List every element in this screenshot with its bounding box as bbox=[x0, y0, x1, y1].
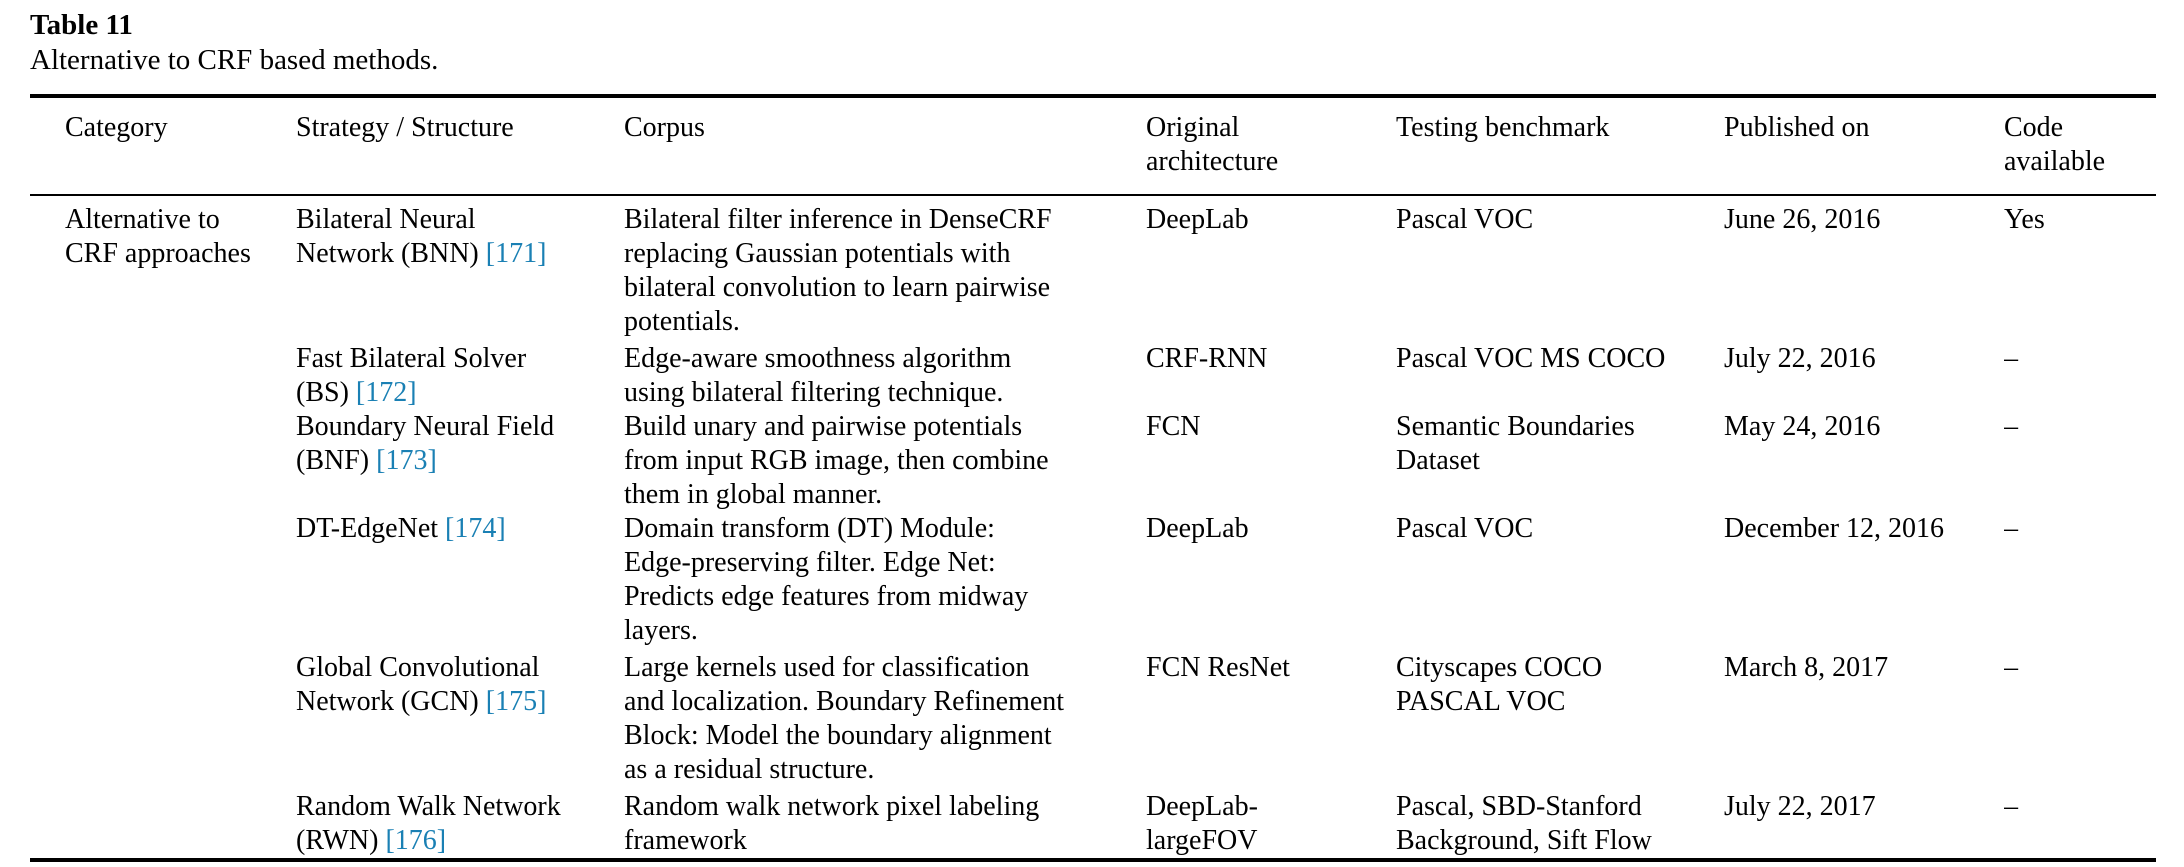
cell-strategy: Global Convolutional Network (GCN) [175] bbox=[296, 648, 624, 787]
table-header: Category Strategy / Structure Corpus Ori… bbox=[30, 96, 2156, 196]
citation-link[interactable]: [175] bbox=[485, 686, 547, 717]
citation-link[interactable]: [173] bbox=[376, 445, 437, 476]
citation-link[interactable]: [174] bbox=[445, 513, 506, 544]
cell-category bbox=[30, 787, 296, 860]
cell-category: Alternative to CRF approaches bbox=[65, 204, 251, 269]
cell-published: December 12, 2016 bbox=[1724, 513, 1945, 544]
col-header-benchmark: Testing benchmark bbox=[1396, 96, 1724, 196]
cell-published: May 24, 2016 bbox=[1724, 411, 1881, 442]
strategy-text: Boundary Neural Field (BNF) bbox=[296, 411, 555, 476]
table-title: Table 11 bbox=[30, 9, 133, 41]
citation-link[interactable]: [171] bbox=[485, 238, 547, 269]
cell-code-available: – bbox=[2004, 343, 2018, 374]
cell-code-available: – bbox=[2004, 652, 2018, 683]
table-row: Boundary Neural Field (BNF) [173] Build … bbox=[30, 410, 2156, 512]
col-header-strategy: Strategy / Structure bbox=[296, 96, 624, 196]
cell-strategy: Random Walk Network (RWN) [176] bbox=[296, 787, 624, 860]
cell-published: July 22, 2017 bbox=[1724, 791, 1876, 822]
table-row: Fast Bilateral Solver (BS) [172] Edge-aw… bbox=[30, 339, 2156, 410]
strategy-text: Bilateral Neural Network (BNN) bbox=[296, 204, 479, 269]
cell-corpus: Edge-aware smoothness algorithm using bi… bbox=[624, 343, 1012, 408]
cell-architecture: FCN ResNet bbox=[1146, 652, 1290, 683]
crf-alternatives-table: Category Strategy / Structure Corpus Ori… bbox=[30, 94, 2156, 862]
table-body: Alternative to CRF approaches Bilateral … bbox=[30, 195, 2156, 860]
cell-published: July 22, 2016 bbox=[1724, 343, 1876, 374]
col-header-published: Published on bbox=[1724, 96, 2004, 196]
strategy-text: Fast Bilateral Solver (BS) bbox=[296, 343, 527, 408]
cell-published: March 8, 2017 bbox=[1724, 652, 1889, 683]
cell-corpus: Bilateral filter inference in DenseCRF r… bbox=[624, 204, 1052, 337]
cell-published: June 26, 2016 bbox=[1724, 204, 1881, 235]
table-row: Alternative to CRF approaches Bilateral … bbox=[30, 195, 2156, 339]
cell-category bbox=[30, 648, 296, 787]
cell-benchmark: Pascal, SBD-Stanford Background, Sift Fl… bbox=[1396, 791, 1652, 856]
cell-code-available: – bbox=[2004, 791, 2018, 822]
cell-architecture: DeepLab bbox=[1146, 513, 1249, 544]
cell-benchmark: Pascal VOC bbox=[1396, 513, 1534, 544]
cell-architecture: DeepLab bbox=[1146, 204, 1249, 235]
col-header-code: Code available bbox=[2004, 96, 2156, 196]
cell-strategy: Boundary Neural Field (BNF) [173] bbox=[296, 410, 624, 512]
strategy-text: Random Walk Network (RWN) bbox=[296, 791, 561, 856]
col-header-category: Category bbox=[30, 96, 296, 196]
cell-corpus: Build unary and pairwise potentials from… bbox=[624, 411, 1049, 510]
cell-strategy: Fast Bilateral Solver (BS) [172] bbox=[296, 339, 624, 410]
cell-strategy: Bilateral Neural Network (BNN) [171] bbox=[296, 195, 624, 339]
table-caption: Alternative to CRF based methods. bbox=[30, 44, 439, 76]
cell-architecture: CRF-RNN bbox=[1146, 343, 1268, 374]
cell-architecture: FCN bbox=[1146, 411, 1201, 442]
cell-architecture: DeepLab- largeFOV bbox=[1146, 791, 1258, 856]
cell-code-available: Yes bbox=[2004, 204, 2045, 235]
cell-category bbox=[30, 512, 296, 648]
cell-corpus: Random walk network pixel labeling frame… bbox=[624, 791, 1040, 856]
header-row: Category Strategy / Structure Corpus Ori… bbox=[30, 96, 2156, 196]
cell-strategy: DT-EdgeNet [174] bbox=[296, 512, 624, 648]
strategy-text: Global Convolutional Network (GCN) bbox=[296, 652, 540, 717]
citation-link[interactable]: [172] bbox=[355, 377, 417, 408]
cell-category bbox=[30, 410, 296, 512]
cell-code-available: – bbox=[2004, 513, 2018, 544]
table-row: DT-EdgeNet [174] Domain transform (DT) M… bbox=[30, 512, 2156, 648]
col-header-architecture: Original architecture bbox=[1146, 96, 1396, 196]
cell-benchmark: Pascal VOC bbox=[1396, 204, 1534, 235]
cell-benchmark: Cityscapes COCO PASCAL VOC bbox=[1396, 652, 1603, 717]
table-row: Global Convolutional Network (GCN) [175]… bbox=[30, 648, 2156, 787]
cell-benchmark: Semantic Boundaries Dataset bbox=[1396, 411, 1635, 476]
cell-category bbox=[30, 339, 296, 410]
citation-link[interactable]: [176] bbox=[385, 825, 447, 856]
cell-corpus: Domain transform (DT) Module: Edge-prese… bbox=[624, 513, 1029, 646]
table-row: Random Walk Network (RWN) [176] Random w… bbox=[30, 787, 2156, 860]
cell-code-available: – bbox=[2004, 411, 2018, 442]
cell-corpus: Large kernels used for classification an… bbox=[624, 652, 1065, 785]
cell-benchmark: Pascal VOC MS COCO bbox=[1396, 343, 1666, 374]
col-header-corpus: Corpus bbox=[624, 96, 1146, 196]
strategy-text: DT-EdgeNet bbox=[296, 513, 439, 544]
